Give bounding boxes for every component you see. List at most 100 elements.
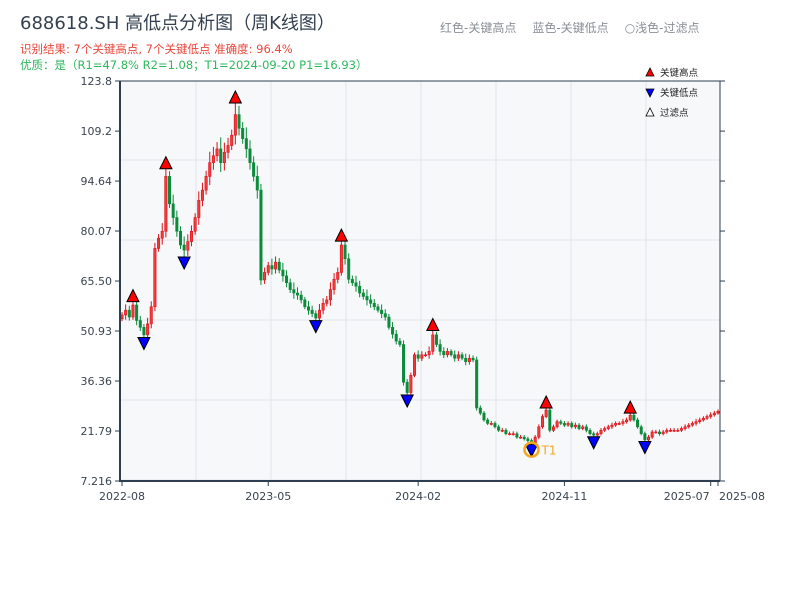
candle-body [398,340,402,345]
candle [478,405,482,416]
candle-body [486,419,490,424]
candle-body [471,357,475,361]
candle-body [555,421,559,428]
candle-body [504,429,508,435]
candle-body [189,230,193,242]
candle [694,418,698,426]
candle [237,105,241,136]
candle-body [639,426,643,435]
candle-body [160,230,164,239]
candle-body [548,409,552,431]
candle-body [519,436,523,439]
candle [211,146,215,170]
candle [380,304,384,319]
candle-body [142,327,146,336]
candle-body [259,189,263,281]
candle [416,350,420,362]
candle [559,419,563,426]
candle-body [413,354,417,376]
y-tick-label: 36.36 [81,375,113,388]
candle [299,290,303,304]
candle [233,103,237,145]
candle-body [540,416,544,428]
candle [423,352,427,357]
candle [365,289,369,306]
candle [160,223,164,245]
candle-body [647,436,651,441]
candle-body [358,285,362,294]
candle-body [146,323,150,336]
candle-body [475,359,479,409]
candle [398,337,402,347]
candle [698,417,702,424]
candle [705,414,709,420]
candle [171,194,175,225]
candle [595,431,599,437]
candle [712,410,716,417]
candle-body [255,176,259,191]
candle-body [628,414,632,421]
candle [562,421,566,428]
legend-blue-low: 蓝色-关键低点 [532,21,609,35]
key-low-marker [177,256,191,271]
y-tick-label: 123.8 [81,75,113,88]
candle-body [252,162,256,177]
candle [241,122,245,144]
candle [551,424,555,433]
candle [526,436,530,443]
candle [701,416,705,422]
candle [259,183,263,285]
candle-body [237,114,241,129]
candle-body [420,354,424,359]
candle-body [489,423,493,425]
candle [281,262,285,282]
candle [296,287,300,300]
candle-body [657,431,661,435]
candle [471,355,475,363]
candle [339,241,343,276]
y-tick-label: 65.50 [81,275,113,288]
candle-body [383,313,387,318]
candle [625,417,629,424]
key-low-marker [638,441,652,455]
candle-body [522,436,526,440]
candle-body [369,299,373,304]
candle [409,372,413,395]
candle [182,236,186,258]
candle-body [186,241,190,251]
candle-body [248,148,252,163]
candle-body [709,414,713,417]
candle [292,282,296,299]
legend-label: 关键低点 [660,87,699,99]
candle [204,170,208,195]
candle [573,422,577,429]
candle [343,237,347,265]
candle-body [636,419,640,428]
candle [614,421,618,427]
candle-body [431,334,435,352]
candle-body [701,417,705,421]
key-high-marker [334,227,349,242]
candle [467,354,471,365]
candle-body [511,433,515,436]
candle [438,339,442,356]
candle [164,168,168,238]
candle-body [310,309,314,314]
candle [519,435,523,439]
candle-body [405,381,409,393]
y-tick-label: 21.79 [81,425,113,438]
candle-body [456,354,460,359]
candle [288,278,292,293]
candle-body [654,431,658,434]
candle [350,275,354,286]
candle-body [423,354,427,357]
candle [391,321,395,339]
candle [179,226,183,250]
candle [679,426,683,432]
candle [672,428,676,433]
candle-body [595,433,599,436]
candle [255,165,259,199]
candle-body [434,334,438,345]
candle [149,301,153,329]
